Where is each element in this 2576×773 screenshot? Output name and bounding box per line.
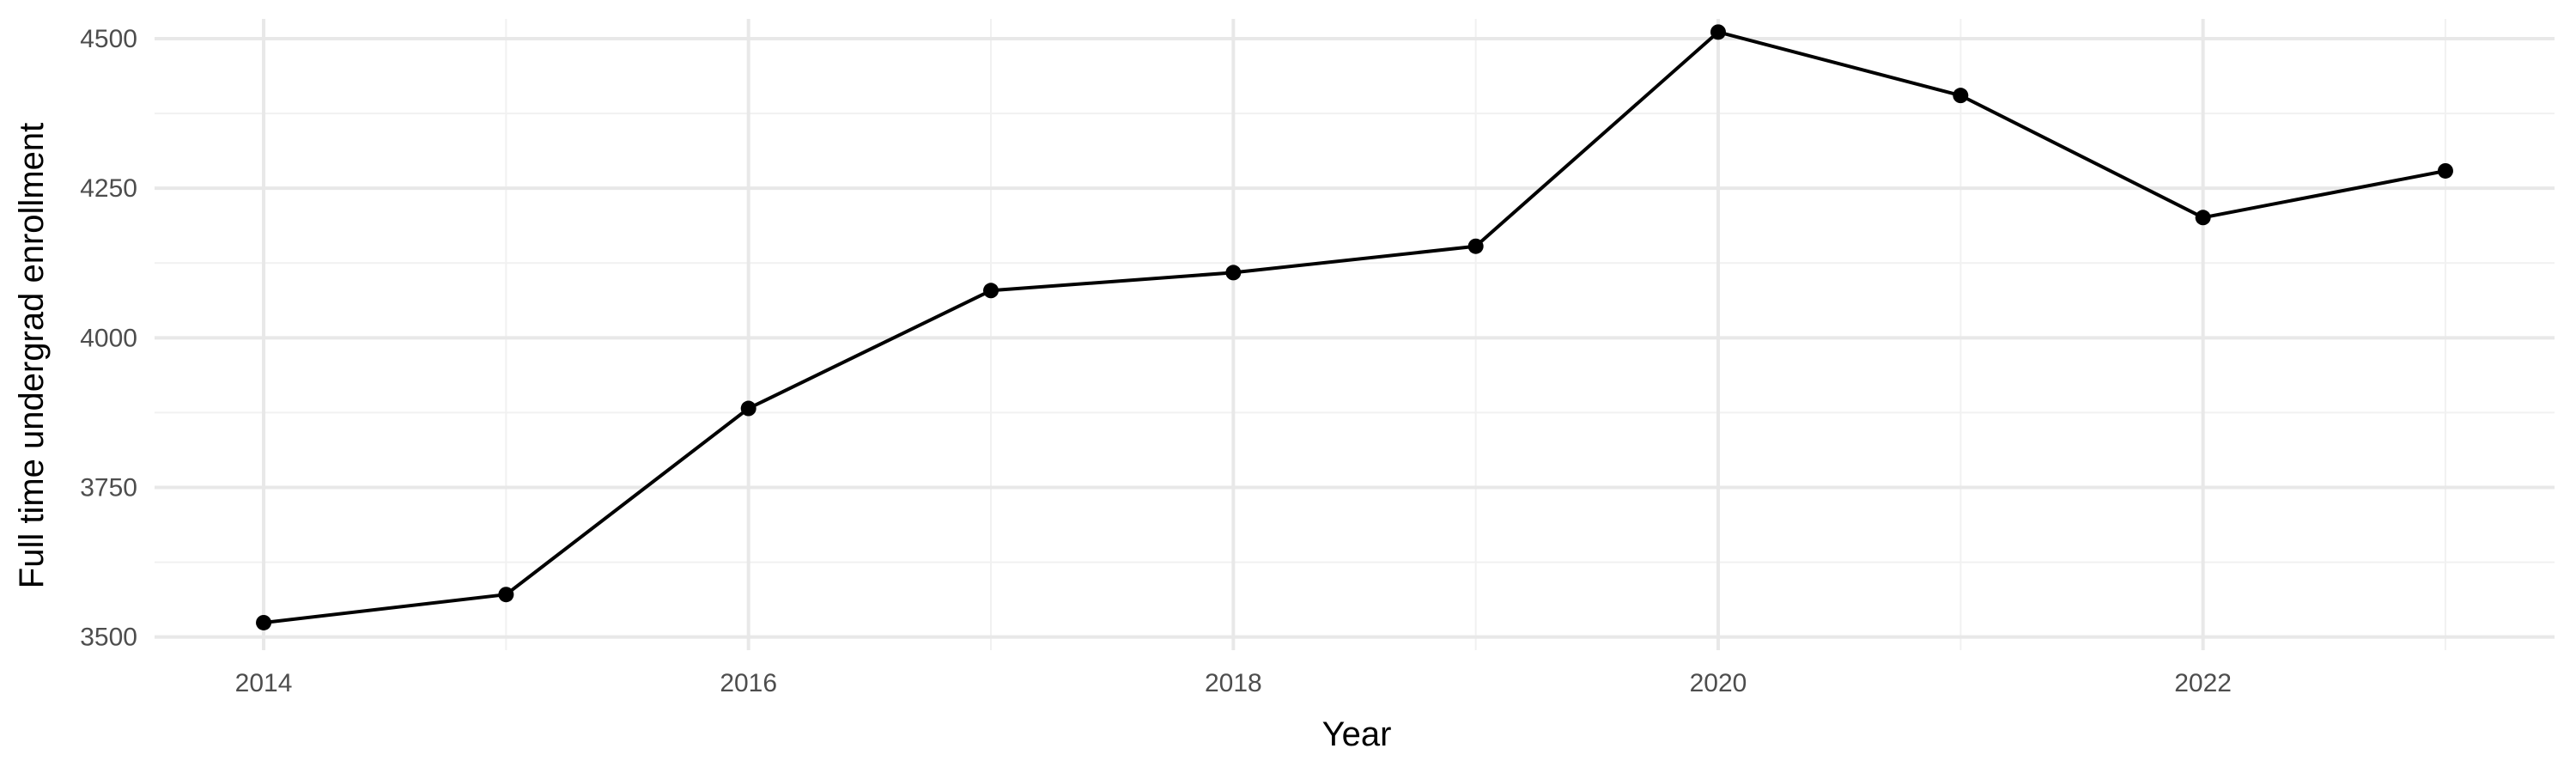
data-point: [740, 400, 756, 417]
data-point: [1953, 88, 1969, 104]
data-point: [256, 614, 272, 630]
x-tick-label: 2020: [1690, 669, 1747, 697]
data-point: [983, 283, 999, 299]
y-tick-label: 3500: [80, 624, 137, 652]
y-tick-label: 3750: [80, 474, 137, 502]
x-tick-label: 2018: [1205, 669, 1262, 697]
data-series: [256, 24, 2453, 630]
series-line: [263, 30, 2446, 624]
grid: [155, 19, 2555, 650]
y-axis-title: Full time undergrad enrollment: [13, 123, 51, 588]
x-tick-label: 2022: [2174, 669, 2232, 697]
x-tick-label: 2014: [235, 669, 293, 697]
y-tick-label: 4250: [80, 174, 137, 203]
y-axis-ticks: 3500 3750 4000 4250 4500: [80, 25, 137, 652]
data-point: [1467, 238, 1484, 254]
x-axis-title: Year: [1322, 715, 1392, 753]
data-point: [2195, 210, 2211, 226]
x-axis-ticks: 2014 2016 2018 2020 2022: [235, 669, 2232, 697]
data-point: [498, 587, 514, 603]
y-tick-label: 4000: [80, 324, 137, 352]
x-tick-label: 2016: [720, 669, 777, 697]
data-point: [1225, 265, 1242, 281]
data-point: [2437, 162, 2453, 179]
data-point: [1710, 24, 1726, 40]
y-tick-label: 4500: [80, 25, 137, 53]
